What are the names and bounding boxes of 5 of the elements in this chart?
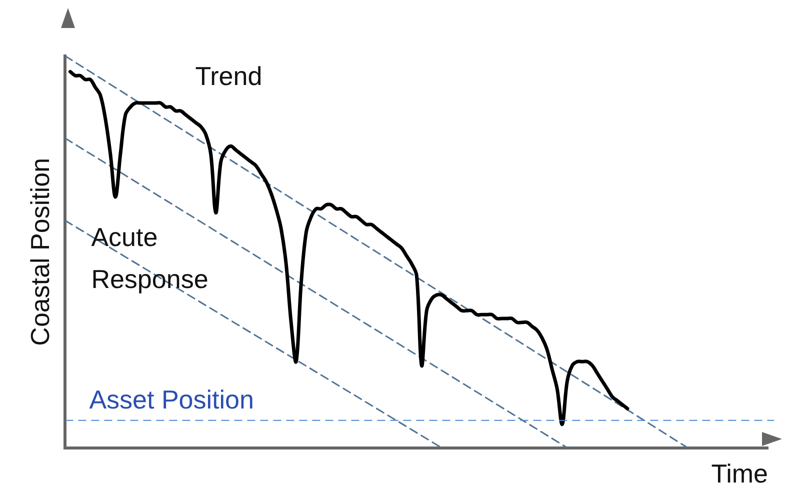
x-axis-title: Time	[711, 458, 768, 489]
y-axis-title: Coastal Position	[24, 158, 55, 346]
ref-line-label: Asset Position	[89, 384, 254, 415]
annotation: Acute Response	[91, 222, 208, 294]
annotation: Trend	[195, 61, 262, 92]
